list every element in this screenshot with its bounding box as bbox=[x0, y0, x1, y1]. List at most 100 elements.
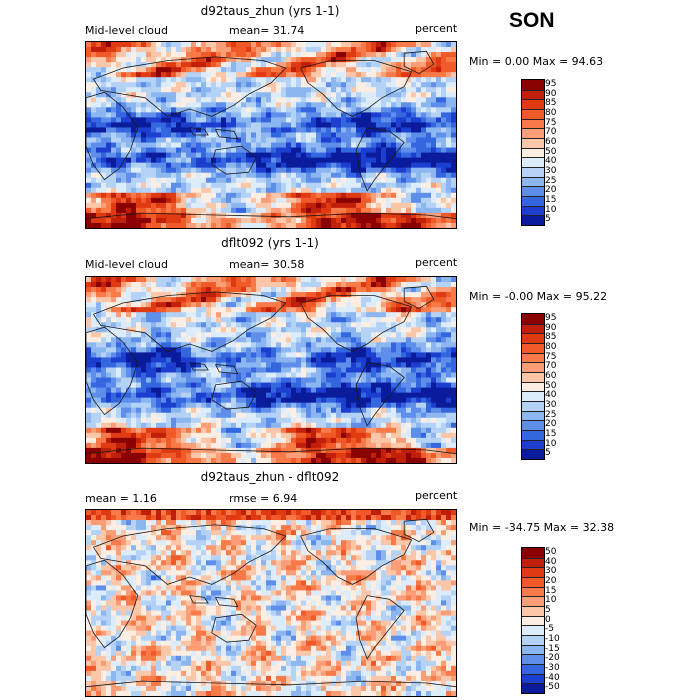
field-cell bbox=[446, 307, 452, 313]
field-cell bbox=[166, 52, 172, 58]
field-cell bbox=[221, 207, 227, 214]
field-cell bbox=[191, 332, 197, 338]
field-cell bbox=[421, 207, 427, 214]
field-cell bbox=[306, 177, 312, 184]
field-cell bbox=[161, 162, 167, 169]
field-cell bbox=[226, 202, 232, 209]
field-cell bbox=[236, 372, 242, 379]
field-cell bbox=[391, 187, 397, 194]
field-cell bbox=[316, 137, 322, 144]
field-cell bbox=[266, 417, 272, 424]
field-cell bbox=[181, 217, 187, 224]
field-cell bbox=[201, 342, 207, 348]
field-cell bbox=[151, 277, 157, 283]
field-cell bbox=[276, 102, 282, 108]
field-cell bbox=[151, 147, 157, 154]
field-cell bbox=[376, 102, 382, 108]
field-cell bbox=[271, 162, 277, 169]
field-cell bbox=[201, 212, 207, 219]
field-cell bbox=[276, 152, 282, 159]
field-cell bbox=[346, 372, 352, 379]
field-cell bbox=[446, 322, 452, 328]
field-cell bbox=[431, 172, 437, 179]
field-cell bbox=[161, 192, 167, 199]
field-cell bbox=[196, 127, 202, 134]
field-cell bbox=[141, 197, 147, 204]
field-cell bbox=[341, 177, 347, 184]
field-cell bbox=[281, 277, 287, 283]
field-cell bbox=[111, 112, 117, 119]
field-cell bbox=[86, 287, 92, 293]
field-cell bbox=[166, 102, 172, 108]
field-cell bbox=[271, 102, 277, 108]
field-cell bbox=[376, 357, 382, 364]
field-cell bbox=[341, 312, 347, 318]
field-cell bbox=[391, 307, 397, 313]
field-cell bbox=[271, 342, 277, 348]
field-cell bbox=[321, 352, 327, 359]
field-cell bbox=[291, 332, 297, 338]
field-cell bbox=[306, 217, 312, 224]
field-cell bbox=[266, 322, 272, 328]
field-cell bbox=[196, 287, 202, 293]
field-cell bbox=[341, 97, 347, 103]
field-cell bbox=[216, 347, 222, 354]
field-cell bbox=[101, 217, 107, 224]
field-cell bbox=[286, 117, 292, 124]
field-cell bbox=[191, 72, 197, 78]
field-cell bbox=[231, 112, 237, 119]
field-cell bbox=[286, 307, 292, 313]
field-cell bbox=[106, 337, 112, 343]
field-cell bbox=[446, 177, 452, 184]
field-cell bbox=[261, 282, 267, 288]
field-cell bbox=[321, 377, 327, 384]
field-cell bbox=[271, 412, 277, 419]
field-cell bbox=[396, 207, 402, 214]
field-cell bbox=[171, 147, 177, 154]
field-cell bbox=[176, 207, 182, 214]
field-cell bbox=[211, 122, 217, 129]
field-cell bbox=[176, 172, 182, 179]
field-cell bbox=[386, 322, 392, 328]
field-cell bbox=[286, 407, 292, 414]
field-cell bbox=[311, 327, 317, 333]
field-cell bbox=[191, 152, 197, 159]
field-cell bbox=[191, 347, 197, 354]
field-cell bbox=[336, 167, 342, 174]
field-cell bbox=[336, 52, 342, 58]
field-cell bbox=[416, 387, 422, 394]
field-cell bbox=[251, 412, 257, 419]
field-cell bbox=[401, 182, 407, 189]
field-cell bbox=[311, 87, 317, 93]
field-cell bbox=[221, 87, 227, 93]
field-cell bbox=[196, 217, 202, 224]
field-cell bbox=[146, 162, 152, 169]
field-cell bbox=[406, 367, 412, 374]
field-cell bbox=[101, 297, 107, 303]
field-cell bbox=[351, 87, 357, 93]
field-cell bbox=[281, 172, 287, 179]
field-cell bbox=[206, 397, 212, 404]
field-cell bbox=[301, 342, 307, 348]
field-cell bbox=[351, 352, 357, 359]
field-cell bbox=[281, 147, 287, 154]
field-cell bbox=[226, 57, 232, 63]
field-cell bbox=[256, 167, 262, 174]
field-cell bbox=[216, 217, 222, 224]
field-cell bbox=[361, 152, 367, 159]
field-cell bbox=[251, 287, 257, 293]
field-cell bbox=[236, 207, 242, 214]
field-cell bbox=[416, 102, 422, 108]
field-cell bbox=[316, 362, 322, 369]
field-cell bbox=[296, 192, 302, 199]
field-cell bbox=[446, 117, 452, 124]
panel-2-mean: mean= 30.58 bbox=[229, 258, 305, 271]
field-cell bbox=[146, 167, 152, 174]
field-cell bbox=[256, 142, 262, 149]
field-cell bbox=[111, 157, 117, 164]
field-cell bbox=[286, 197, 292, 204]
field-cell bbox=[391, 282, 397, 288]
field-cell bbox=[171, 287, 177, 293]
field-cell bbox=[151, 212, 157, 219]
field-cell bbox=[366, 142, 372, 149]
